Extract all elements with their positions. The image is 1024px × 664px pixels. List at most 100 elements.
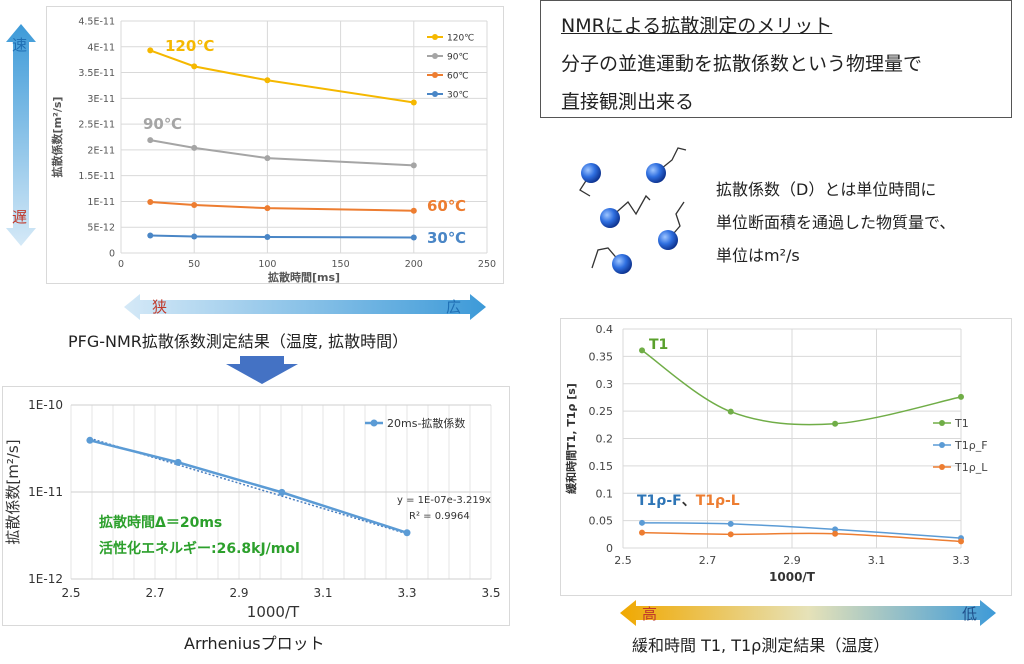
arrhenius-caption: Arrheniusプロット (184, 634, 325, 653)
legend-marker (432, 34, 438, 40)
legend-marker (432, 91, 438, 97)
data-point (958, 393, 964, 400)
y-tick-label: 0.15 (589, 460, 614, 473)
x-tick-label: 2.7 (699, 554, 717, 567)
x-tick-label: 3.3 (952, 554, 970, 567)
pfg-chart: 0 5E-12 1E-11 1.5E-11 2E-11 2.5E-11 3E-11 3.5E-… (50, 17, 496, 285)
legend-entry: 120℃ (447, 34, 474, 44)
series-label: 60℃ (427, 197, 466, 215)
x-tick-label: 50 (188, 259, 200, 270)
data-point (191, 233, 198, 240)
y-tick-label: 0.1 (596, 487, 614, 500)
definition-line-2: 単位断面積を通過した物質量で、 (716, 213, 956, 232)
relax-caption: 緩和時間 T1, T1ρ測定結果（温度） (632, 636, 890, 655)
y-tick-label: 4.5E-11 (78, 17, 115, 28)
x-tick-label: 100 (258, 259, 276, 270)
data-point (147, 47, 154, 54)
annotation-t1: T1 (649, 337, 668, 353)
data-point (727, 408, 734, 415)
y-tick-label: 2.5E-11 (78, 120, 115, 131)
x-axis-title: 1000/T (247, 603, 300, 621)
data-point (832, 530, 839, 537)
y-tick-label: 0.25 (589, 405, 614, 418)
time-narrow-label: 狭 (152, 298, 168, 316)
series-line (642, 522, 962, 539)
data-point (727, 531, 734, 538)
annotation-diffusion-time: 拡散時間Δ＝20ms (99, 514, 222, 531)
x-tick-label: 2.7 (145, 586, 164, 600)
y-tick-label: 0 (606, 542, 613, 555)
series-line (641, 349, 962, 426)
arrhenius-chart-panel: 1E-12 1E-11 1E-10 2.5 2.7 2.9 3.1 3.3 3.5 1000/T 拡… (2, 386, 510, 626)
diffusion-illustration (579, 147, 687, 274)
annotation-t1rho-f: T1ρ-F (637, 493, 682, 509)
x-tick-label: 2.5 (61, 586, 80, 600)
legend-marker (432, 72, 438, 78)
x-tick-label: 3.3 (397, 586, 416, 600)
y-tick-label: 5E-12 (87, 223, 115, 234)
data-point (264, 234, 271, 241)
data-point (278, 488, 286, 496)
data-point (147, 137, 154, 144)
legend-marker (370, 419, 378, 427)
series-label: 120℃ (165, 37, 214, 55)
series-line (150, 139, 414, 167)
y-tick-label: 0.4 (596, 323, 614, 336)
y-axis-title: 拡散係数[m²/s] (4, 439, 22, 544)
merit-box: NMRによる拡散測定のメリット 分子の並進運動を拡散係数という物理量で 直接観測… (540, 0, 1012, 118)
legend-marker (939, 464, 945, 470)
data-point (832, 526, 839, 533)
y-tick-label: 0.35 (589, 350, 614, 363)
relax-chart: 0 0.05 0.1 0.15 0.2 0.25 0.3 0.35 0.4 2.5 2.7 2.9 3.… (564, 323, 988, 584)
x-tick-label: 150 (332, 259, 350, 270)
data-point (639, 519, 646, 526)
relax-chart-panel: 0 0.05 0.1 0.15 0.2 0.25 0.3 0.35 0.4 2.5 2.7 2.9 3.… (560, 318, 1012, 596)
temp-high-label: 高 (642, 605, 658, 623)
data-point (410, 234, 417, 241)
annotation-t1rho: T1ρ-F、T1ρ-L (637, 493, 740, 509)
y-tick-label: 0.2 (596, 433, 614, 446)
y-axis-title: 緩和時間T1, T1ρ [s] (564, 383, 578, 494)
time-arrow (124, 294, 486, 320)
y-tick-label: 4E-11 (87, 42, 115, 53)
series-line (641, 531, 962, 543)
down-arrow (226, 356, 298, 384)
data-point (639, 529, 646, 536)
x-tick-label: 250 (478, 259, 496, 270)
y-axis-title: 拡散係数[m²/s] (50, 97, 64, 178)
speed-arrow (6, 24, 36, 246)
legend-entry: 90℃ (447, 53, 469, 63)
merit-line-1: 分子の並進運動を拡散係数という物理量で (561, 53, 923, 75)
data-point (147, 232, 154, 239)
annotation-t1rho-l: T1ρ-L (696, 493, 740, 509)
data-point (410, 162, 417, 169)
data-point (727, 520, 734, 527)
legend-marker (432, 53, 438, 59)
data-point (264, 155, 271, 162)
series-label: 30℃ (427, 229, 466, 247)
pfg-chart-panel: 0 5E-12 1E-11 1.5E-11 2E-11 2.5E-11 3E-11 3.5E-… (46, 6, 504, 284)
data-point (832, 420, 839, 427)
time-wide-label: 広 (446, 298, 462, 316)
legend-entry: T1ρ_F (954, 439, 988, 452)
series-line (150, 200, 414, 212)
y-tick-label: 1E-12 (28, 572, 63, 586)
annotation-activation-energy: 活性化エネルギー:26.8kJ/mol (99, 540, 300, 557)
trendline (89, 437, 408, 535)
x-tick-label: 2.5 (614, 554, 632, 567)
legend-entry: T1 (954, 417, 969, 430)
definition-line-1: 拡散係数（D）とは単位時間に (716, 180, 937, 199)
speed-fast-label: 速 (12, 36, 28, 54)
x-tick-label: 2.9 (229, 586, 248, 600)
y-tick-label: 0.3 (596, 378, 614, 391)
y-tick-label: 1E-11 (87, 197, 115, 208)
legend-marker (939, 442, 945, 448)
temp-arrow (620, 600, 996, 626)
legend-entry: T1ρ_L (954, 461, 988, 474)
data-point (958, 538, 964, 545)
y-tick-label: 0.05 (589, 515, 614, 528)
series-line (149, 49, 414, 104)
merit-title: NMRによる拡散測定のメリット (561, 15, 833, 37)
speed-slow-label: 遅 (12, 208, 28, 226)
x-axis-title: 1000/T (769, 570, 816, 584)
